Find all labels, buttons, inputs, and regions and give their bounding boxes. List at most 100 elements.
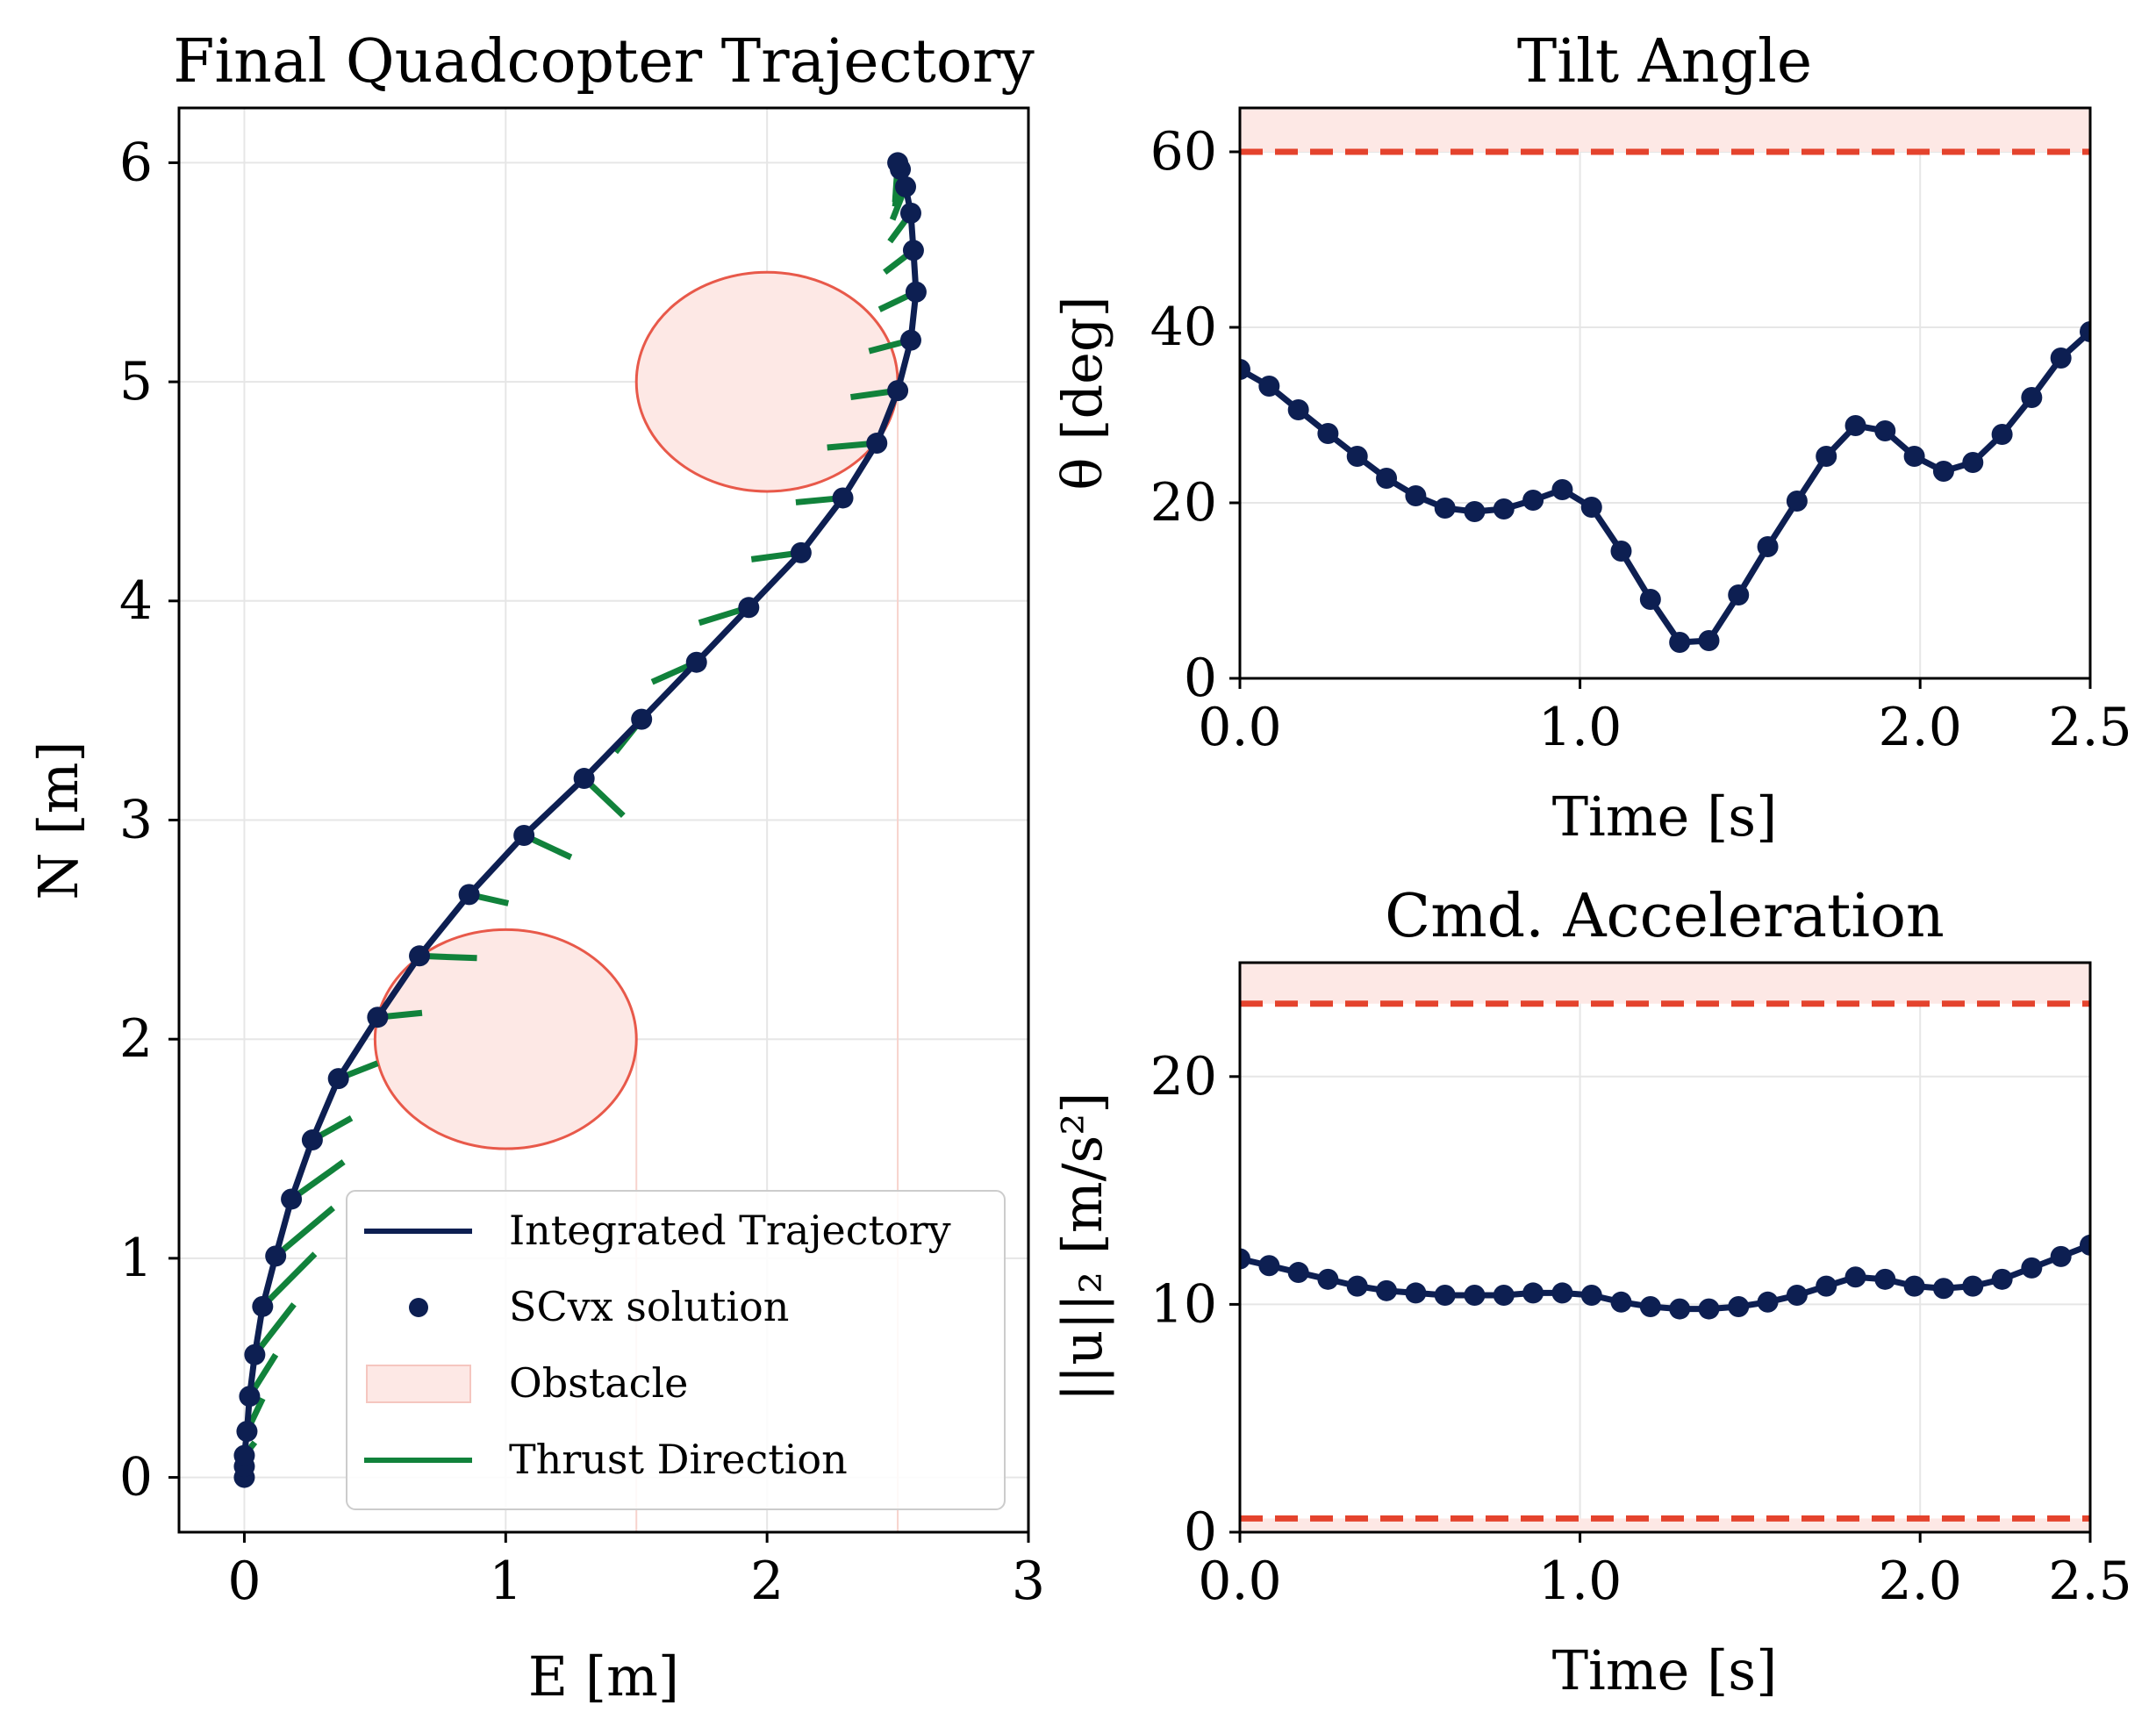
series-point xyxy=(1522,1282,1544,1304)
trajectory-plot-area xyxy=(233,152,927,1532)
series-point xyxy=(1376,468,1398,489)
series-point xyxy=(1816,1275,1837,1297)
series-point xyxy=(1669,1298,1691,1320)
scvx-solution-point xyxy=(367,1007,389,1028)
tilt-plot-area xyxy=(1240,108,2090,653)
x-tick-label: 2.5 xyxy=(2048,697,2131,758)
scvx-solution-point xyxy=(899,202,921,224)
series-point xyxy=(1551,1282,1573,1304)
tilt-axes-frame xyxy=(1238,106,2092,680)
scvx-solution-point xyxy=(887,152,909,174)
series-point xyxy=(1757,536,1779,557)
series-point xyxy=(2021,1257,2043,1279)
scvx-solution-point xyxy=(902,240,924,262)
scvx-solution-point xyxy=(233,1444,255,1466)
series-point xyxy=(1434,1285,1456,1307)
thrust-direction-segment xyxy=(290,1159,346,1202)
scvx-solution-point xyxy=(899,329,921,351)
series-point xyxy=(1346,446,1368,467)
scvx-solution-point xyxy=(239,1386,261,1408)
acceleration-panel: 0.0 1.0 2.0 2.5 0 10 20 Cmd. Acceleration Time… xyxy=(1050,882,2132,1702)
scvx-solution-point xyxy=(738,597,760,619)
scvx-solution-point xyxy=(252,1295,274,1317)
series-point xyxy=(1962,452,1984,473)
limit-shaded-region xyxy=(1240,108,2090,152)
x-tick-label: 2.0 xyxy=(1878,1551,1961,1612)
thrust-direction-segment xyxy=(260,1251,318,1309)
y-tick-label: 60 xyxy=(1150,121,1217,183)
x-tick-label: 0 xyxy=(227,1551,261,1612)
acceleration-plot-area xyxy=(1240,963,2090,1532)
tilt-title: Tilt Angle xyxy=(1517,27,1812,97)
series-point xyxy=(1434,498,1456,519)
trajectory-ylabel: N [m] xyxy=(26,741,90,899)
series-point xyxy=(1240,359,1250,380)
acceleration-title: Cmd. Acceleration xyxy=(1385,882,1945,951)
series-point xyxy=(1757,1291,1779,1313)
legend-obstacle-patch xyxy=(366,1365,471,1403)
x-tick-label: 2.0 xyxy=(1878,697,1961,758)
series-point xyxy=(1464,501,1486,522)
thrust-direction-segment xyxy=(252,1302,297,1357)
series-point xyxy=(1874,1268,1896,1290)
x-tick-label: 2.5 xyxy=(2048,1551,2131,1612)
x-tick-label: 1 xyxy=(489,1551,522,1612)
series-point xyxy=(1874,420,1896,441)
series-point xyxy=(1786,1285,1808,1307)
series-point xyxy=(1376,1279,1398,1301)
scvx-solution-point xyxy=(236,1421,258,1443)
trajectory-xlabel: E [m] xyxy=(528,1644,679,1709)
scvx-solution-point xyxy=(327,1068,349,1090)
series-line xyxy=(1240,329,2090,646)
series-point xyxy=(1551,479,1573,500)
series-point xyxy=(1346,1275,1368,1297)
scvx-solution-point xyxy=(790,541,812,563)
series-point xyxy=(1728,584,1750,605)
series-point xyxy=(1932,461,1954,482)
series-point xyxy=(1669,632,1691,653)
y-tick-label: 1 xyxy=(119,1228,153,1289)
x-tick-label: 0.0 xyxy=(1198,697,1281,758)
limit-shaded-region xyxy=(1240,1518,2090,1532)
tilt-grid xyxy=(1239,108,2091,679)
series-point xyxy=(1786,491,1808,512)
obstacle-circle xyxy=(634,270,899,493)
x-tick-label: 3 xyxy=(1012,1551,1045,1612)
series-point xyxy=(1317,1268,1339,1290)
series-point xyxy=(2080,1234,2090,1256)
series-point xyxy=(1493,498,1515,519)
series-point xyxy=(1580,497,1602,518)
scvx-solution-point xyxy=(905,281,927,303)
series-point xyxy=(1991,424,2013,445)
tilt-ticks: 0.0 1.0 2.0 2.5 0 20 40 60 xyxy=(1150,121,2132,758)
series-point xyxy=(1816,446,1837,467)
scvx-solution-point xyxy=(265,1245,287,1267)
trajectory-legend: Integrated Trajectory SCvx solution Obst… xyxy=(346,1190,1006,1510)
y-tick-label: 0 xyxy=(119,1447,153,1508)
scvx-solution-point xyxy=(631,708,653,730)
series-line xyxy=(1240,1242,2090,1313)
scvx-solution-point xyxy=(458,884,480,906)
scvx-solution-point xyxy=(281,1188,303,1210)
y-tick-label: 2 xyxy=(119,1008,153,1070)
series-point xyxy=(1844,415,1866,436)
y-tick-label: 40 xyxy=(1150,297,1217,358)
scvx-solution-point xyxy=(513,824,535,846)
x-tick-label: 2 xyxy=(750,1551,784,1612)
y-tick-label: 5 xyxy=(119,351,153,412)
acceleration-ticks: 0.0 1.0 2.0 2.5 0 10 20 xyxy=(1150,1046,2132,1612)
y-tick-label: 3 xyxy=(119,790,153,851)
series-point xyxy=(1962,1275,1984,1297)
scvx-solution-point xyxy=(895,176,917,197)
y-tick-label: 10 xyxy=(1150,1273,1217,1335)
trajectory-ticks: 0 1 2 3 0 1 2 3 4 5 6 xyxy=(119,132,1045,1612)
acceleration-xlabel: Time [s] xyxy=(1552,1638,1778,1702)
series-point xyxy=(1639,1295,1661,1317)
legend-scvx-marker xyxy=(409,1298,428,1317)
tilt-ylabel: θ [deg] xyxy=(1050,296,1114,490)
series-point xyxy=(1580,1285,1602,1307)
series-point xyxy=(1932,1278,1954,1300)
legend-entry-scvx: SCvx solution xyxy=(509,1283,789,1330)
series-point xyxy=(2050,1245,2072,1267)
